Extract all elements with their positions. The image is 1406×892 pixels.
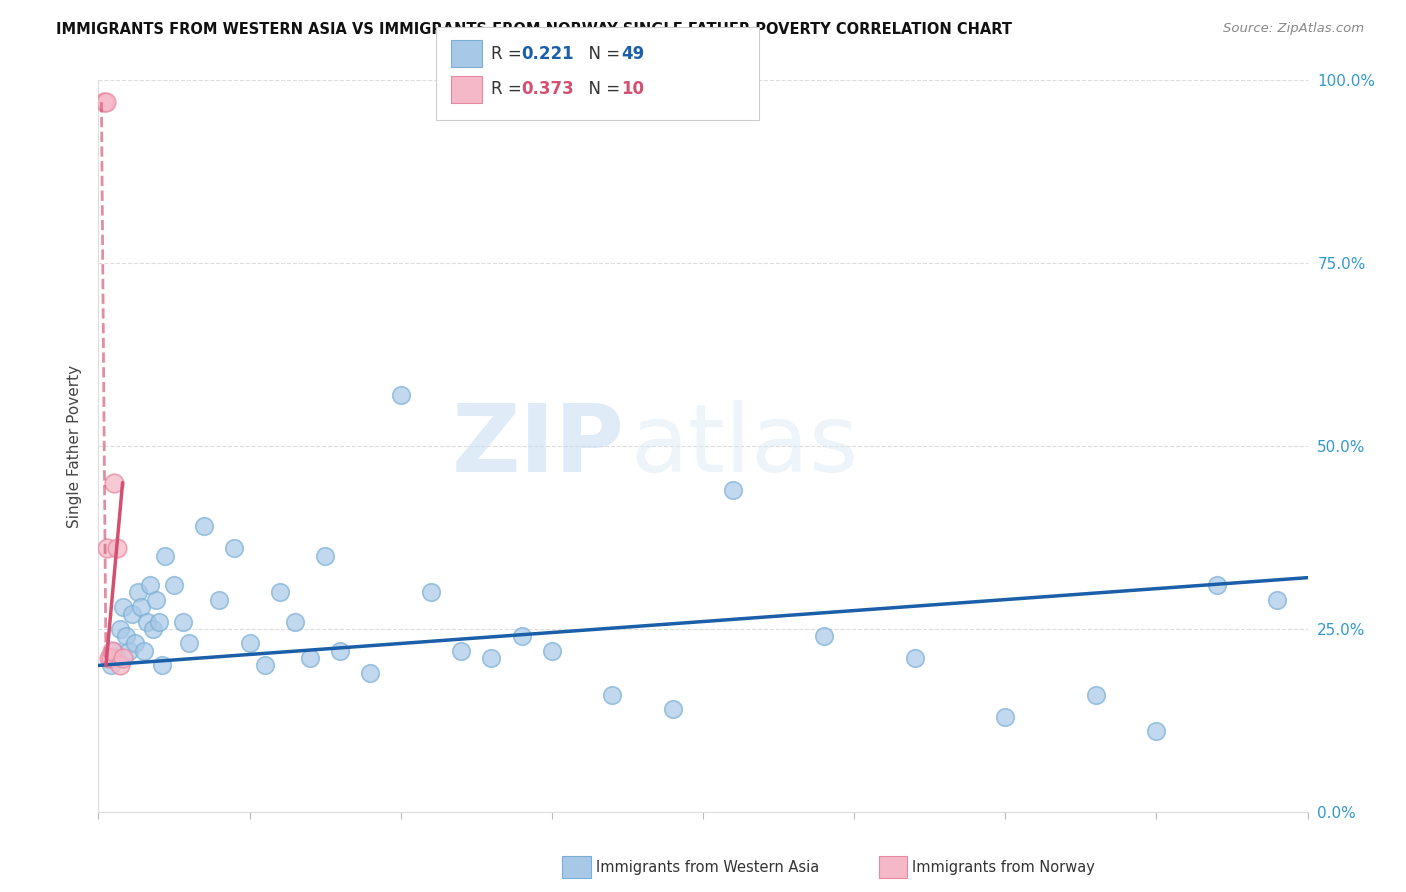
Point (193, 519, 215, 533)
Point (224, 541, 246, 556)
Point (111, 599, 134, 614)
Point (124, 636, 146, 650)
Point (541, 644, 564, 658)
Point (360, 665, 382, 680)
Text: 49: 49 (621, 45, 645, 62)
Point (94, 95, 117, 110)
Point (150, 658, 173, 673)
Point (98, 651, 121, 665)
Point (145, 592, 167, 607)
Point (108, 622, 131, 636)
Point (662, 702, 685, 716)
Point (105, 541, 128, 556)
Point (389, 388, 412, 402)
Point (1206, 578, 1229, 592)
Point (135, 615, 157, 629)
Point (105, 651, 128, 665)
Text: Immigrants from Norway: Immigrants from Norway (912, 860, 1095, 874)
Text: 0.221: 0.221 (522, 45, 574, 62)
Text: ZIP: ZIP (451, 400, 624, 492)
Point (904, 651, 927, 665)
Point (314, 549, 336, 563)
Point (101, 644, 124, 658)
Point (269, 585, 291, 599)
Point (129, 599, 152, 614)
Point (450, 644, 472, 658)
Text: Immigrants from Western Asia: Immigrants from Western Asia (596, 860, 820, 874)
Point (208, 592, 231, 607)
Text: 10: 10 (621, 80, 644, 98)
Text: IMMIGRANTS FROM WESTERN ASIA VS IMMIGRANTS FROM NORWAY SINGLE FATHER POVERTY COR: IMMIGRANTS FROM WESTERN ASIA VS IMMIGRAN… (56, 22, 1012, 37)
Point (163, 578, 186, 592)
Point (172, 615, 194, 629)
Point (114, 629, 136, 643)
Point (96, 541, 118, 556)
Point (1146, 724, 1168, 739)
Point (108, 658, 131, 673)
Point (153, 549, 176, 563)
Point (994, 709, 1017, 723)
Point (723, 483, 745, 497)
Point (602, 688, 624, 702)
Point (329, 644, 352, 658)
Point (100, 651, 122, 665)
Point (299, 651, 322, 665)
Point (253, 658, 276, 673)
Text: R =: R = (491, 80, 527, 98)
Text: Source: ZipAtlas.com: Source: ZipAtlas.com (1223, 22, 1364, 36)
Point (127, 585, 149, 599)
Text: atlas: atlas (630, 400, 859, 492)
Text: R =: R = (491, 45, 527, 62)
Point (139, 578, 162, 592)
Point (179, 636, 201, 650)
Point (111, 651, 134, 665)
Point (93, 95, 115, 110)
Point (132, 644, 155, 658)
Text: N =: N = (578, 80, 626, 98)
Point (1267, 592, 1289, 607)
Point (813, 629, 835, 643)
Point (100, 658, 122, 673)
Text: N =: N = (578, 45, 626, 62)
Point (103, 475, 125, 490)
Point (239, 636, 262, 650)
Y-axis label: Single Father Poverty: Single Father Poverty (67, 365, 83, 527)
Point (481, 651, 503, 665)
Point (510, 629, 533, 643)
Point (103, 644, 125, 658)
Point (284, 615, 307, 629)
Point (1085, 688, 1108, 702)
Point (420, 585, 443, 599)
Point (148, 615, 170, 629)
Point (142, 622, 165, 636)
Point (121, 607, 143, 622)
Text: 0.373: 0.373 (522, 80, 575, 98)
Point (118, 644, 141, 658)
